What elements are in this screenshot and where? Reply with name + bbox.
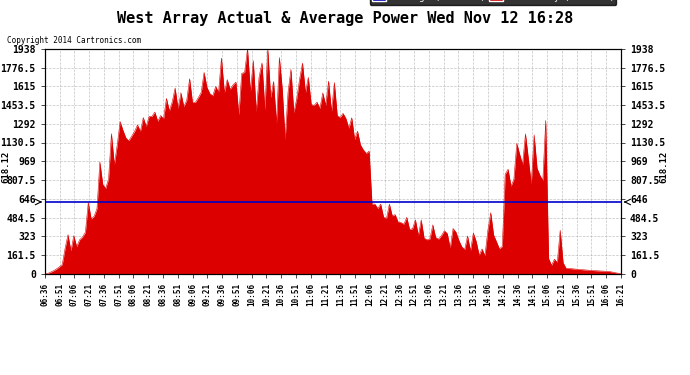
Text: 618.12: 618.12 [659,151,669,183]
Legend: Average  (DC Watts), West Array  (DC Watts): Average (DC Watts), West Array (DC Watts… [370,0,616,4]
Text: West Array Actual & Average Power Wed Nov 12 16:28: West Array Actual & Average Power Wed No… [117,11,573,26]
Text: Copyright 2014 Cartronics.com: Copyright 2014 Cartronics.com [7,36,141,45]
Text: 618.12: 618.12 [1,151,10,183]
